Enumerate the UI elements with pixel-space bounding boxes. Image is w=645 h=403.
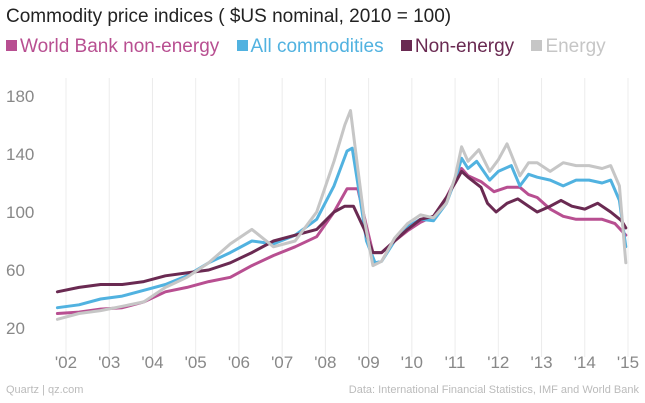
x-tick-label: '04	[141, 353, 163, 372]
y-tick-label: 20	[6, 319, 25, 338]
x-tick-label: '03	[98, 353, 120, 372]
legend-swatch	[400, 40, 412, 51]
legend-swatch	[6, 40, 17, 51]
y-tick-label: 140	[6, 145, 34, 164]
legend-swatch	[236, 40, 248, 51]
legend-label: Non-energy	[414, 36, 515, 57]
x-tick-label: '12	[487, 353, 509, 372]
grid	[65, 78, 629, 357]
series-lines	[55, 109, 628, 321]
legend-swatch	[531, 40, 543, 51]
series-line-all-commodities	[55, 146, 628, 310]
x-tick-label: '07	[271, 353, 293, 372]
x-tick-label: '09	[358, 353, 380, 372]
x-tick-label: '11	[445, 353, 466, 372]
legend-item-non-energy[interactable]: Non-energy	[400, 36, 515, 58]
x-tick-label: '10	[401, 353, 423, 372]
x-tick-label: '14	[574, 353, 596, 372]
y-tick-label: 100	[6, 203, 34, 222]
y-tick-label: 180	[6, 87, 34, 106]
legend-item-world-bank-non-energy[interactable]: World Bank non-energy	[6, 36, 219, 58]
x-tick-label: '08	[314, 353, 336, 372]
x-axis-ticks: '02 '03 '04 '05 '06 '07 '08 '09 '10 '11 '12 '13 '14 '…	[55, 353, 639, 372]
legend-item-all-commodities[interactable]: All commodities	[236, 36, 384, 58]
x-tick-label: '15	[617, 353, 639, 372]
legend: World Bank non-energy All commodities No…	[6, 36, 618, 58]
y-axis-ticks: 20 60 100 140 180	[6, 87, 34, 338]
legend-label: World Bank non-energy	[20, 36, 220, 57]
x-tick-label: '05	[185, 353, 207, 372]
y-tick-label: 60	[6, 261, 25, 280]
legend-label: Energy	[545, 36, 606, 57]
legend-item-energy[interactable]: Energy	[531, 36, 606, 58]
series-line-energy	[55, 109, 628, 321]
footer-credit: Data: International Financial Statistics…	[348, 384, 639, 396]
footer-source: Quartz | qz.com	[6, 384, 84, 396]
x-tick-label: '02	[55, 353, 77, 372]
series-line-non-energy	[55, 169, 628, 294]
x-tick-label: '06	[228, 353, 250, 372]
legend-label: All commodities	[250, 36, 384, 57]
chart-title: Commodity price indices ( $US nominal, 2…	[6, 6, 452, 27]
x-tick-label: '13	[530, 353, 552, 372]
